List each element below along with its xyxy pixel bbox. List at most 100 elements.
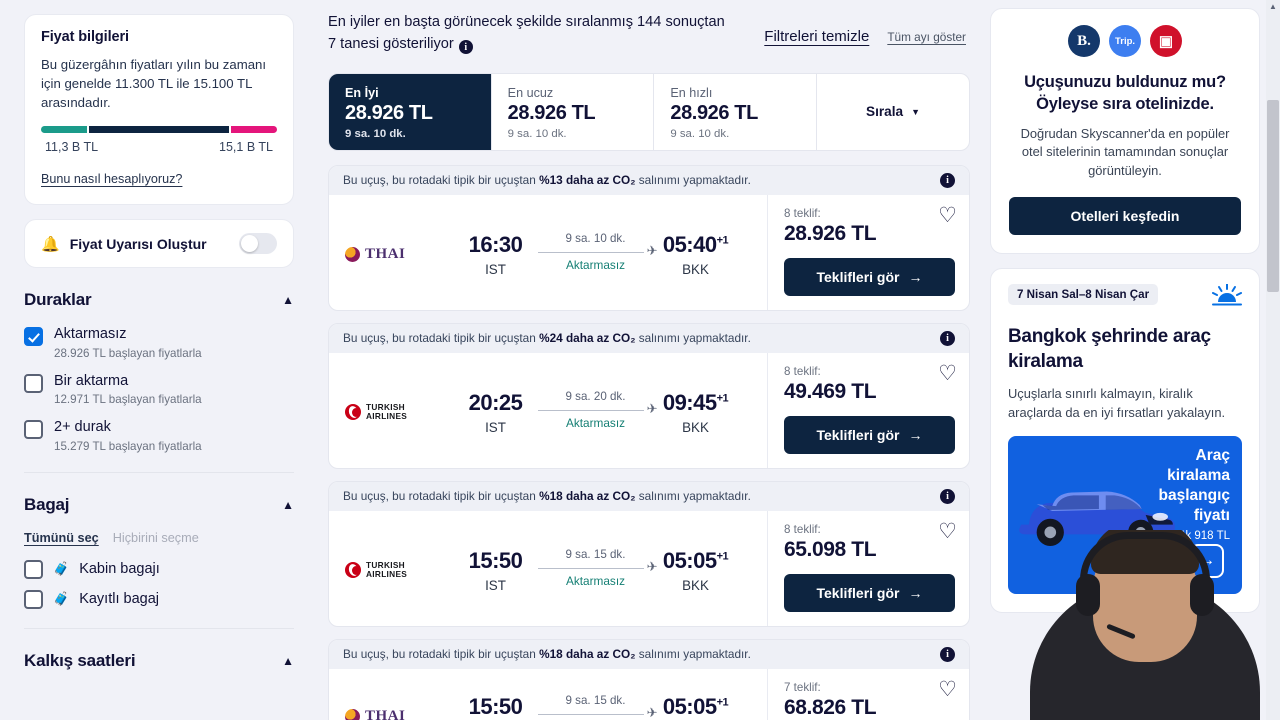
stops-option-direct[interactable]: Aktarmasız 28.926 TL başlayan fiyatlarla [24,326,294,360]
airline-logo-turkish: TURKISH AIRLINES [345,560,440,580]
baggage-select-none[interactable]: Hiçbirini seçme [112,530,199,545]
departure-times-header[interactable]: Kalkış saatleri ▲ [24,651,294,671]
hotel-promo-description: Doğrudan Skyscanner'da en popüler otel s… [1020,125,1230,178]
car-promo-date-chip: 7 Nisan Sal–8 Nisan Çar [1008,283,1159,305]
booking-logo-icon: B. [1068,25,1100,57]
sort-tabs: En İyi 28.926 TL 9 sa. 10 dk. En ucuz 28… [328,72,970,151]
departure-airport: IST [485,419,506,435]
eco-banner: Bu uçuş, bu rotadaki tipik bir uçuştan %… [329,481,969,511]
stops-option-two-plus[interactable]: 2+ durak 15.279 TL başlayan fiyatlarla [24,419,294,453]
flight-row: TURKISH AIRLINES 15:50 IST 9 sa. 15 dk. [345,548,751,593]
car-banner-line3: başlangıç [1158,486,1231,504]
scrollbar-thumb[interactable] [1267,100,1279,292]
flight-duration: 9 sa. 15 dk. [565,547,626,561]
price-range-labels: 11,3 B TL 15,1 B TL [41,140,277,154]
arrow-right-icon: → [908,584,923,601]
car-promo-top: 7 Nisan Sal–8 Nisan Çar [1008,282,1242,310]
flight-card[interactable]: Bu uçuş, bu rotadaki tipik bir uçuştan %… [328,638,970,720]
car-banner-arrow-right-icon[interactable]: → [1190,544,1224,579]
arrival-time-value: 05:05 [662,694,717,720]
scroll-up-arrow-icon[interactable]: ▲ [1269,2,1277,11]
baggage-select-all[interactable]: Tümünü seç [24,530,99,545]
baggage-filter-header[interactable]: Bagaj ▲ [24,495,294,515]
car-promo-description: Uçuşlarla sınırlı kalmayın, kiralık araç… [1008,385,1226,420]
flight-card[interactable]: Bu uçuş, bu rotadaki tipik bir uçuştan %… [328,480,970,627]
flight-left: TURKISH AIRLINES 20:25 IST 9 sa. 20 dk. [329,353,767,468]
price-alert-toggle[interactable] [239,233,277,255]
price-bar-low-segment [41,126,88,134]
stops-direct-sub: 28.926 TL başlayan fiyatlarla [54,346,202,360]
tab-best[interactable]: En İyi 28.926 TL 9 sa. 10 dk. [329,73,492,150]
stops-filter-section: Duraklar ▲ Aktarmasız 28.926 TL başlayan… [24,290,294,473]
info-icon[interactable]: i [458,40,473,55]
stops-one-stop-sub: 12.971 TL başlayan fiyatlarla [54,393,202,407]
eco-banner: Bu uçuş, bu rotadaki tipik bir uçuştan %… [329,165,969,195]
checkbox-direct[interactable] [24,327,43,347]
chevron-up-icon: ▲ [282,293,294,308]
flight-right: ♡ 7 teklif: 68.826 TL Teklifleri gör → [767,668,969,720]
car-rental-promo-card: 7 Nisan Sal–8 Nisan Çar [990,267,1260,614]
flight-times: 15:50 IST 9 sa. 15 dk. Aktarmasız 05:05+… [440,548,751,593]
baggage-option-checked[interactable]: 🧳 Kayıtlı bagaj [24,589,294,609]
flight-right: ♡ 8 teklif: 49.469 TL Teklifleri gör → [767,352,969,468]
eco-pre: Bu uçuş, bu rotadaki tipik bir uçuştan [343,331,540,346]
view-deals-label: Teklifleri gör [816,426,900,443]
bell-icon: 🔔 [41,235,60,253]
checkbox-one-stop[interactable] [24,373,43,393]
results-summary-line1: En iyiler en başta görünecek şekilde sır… [328,14,725,30]
tab-cheapest-label: En ucuz [507,85,554,100]
checkbox-cabin-bag[interactable] [24,559,43,579]
show-whole-month-link[interactable]: Tüm ayı göster [887,30,966,44]
offers-count: 8 teklif: [784,206,821,220]
baggage-checked-label: Kayıtlı bagaj [79,591,159,608]
favorite-heart-icon[interactable]: ♡ [938,519,957,543]
baggage-filter-section: Bagaj ▲ Tümünü seç Hiçbirini seçme 🧳 Kab… [24,495,294,629]
info-icon[interactable]: i [940,488,955,504]
stops-two-plus-label: 2+ durak [54,419,111,436]
eco-post: salınımı yapmaktadır. [635,173,751,188]
tab-cheapest[interactable]: En ucuz 28.926 TL 9 sa. 10 dk. [492,73,655,150]
arrival-day-offset: +1 [716,550,729,563]
departure-airport: IST [485,577,506,593]
info-icon[interactable]: i [940,646,955,662]
results-header: En iyiler en başta görünecek şekilde sır… [328,12,970,56]
stops-filter-header[interactable]: Duraklar ▲ [24,290,294,310]
view-deals-button[interactable]: Teklifleri gör → [784,573,955,612]
checkbox-two-plus[interactable] [24,420,43,440]
departure-time: 15:50 [468,694,523,720]
hotel-promo-title-line2: Öyleyse sıra otelinizde. [1036,95,1214,114]
baggage-option-cabin[interactable]: 🧳 Kabin bagajı [24,559,294,579]
flight-stops: Aktarmasız [566,257,625,272]
airline-name: THAI [365,708,406,720]
flight-times: 16:30 IST 9 sa. 10 dk. Aktarmasız 05:40+… [440,232,751,277]
arrow-right-icon: → [908,426,923,443]
flight-path-line [537,705,658,720]
tab-fastest[interactable]: En hızlı 28.926 TL 9 sa. 10 dk. [654,73,818,150]
checkbox-checked-bag[interactable] [24,589,43,609]
view-deals-button[interactable]: Teklifleri gör → [784,257,955,296]
stops-filter-title: Duraklar [24,290,92,310]
favorite-heart-icon[interactable]: ♡ [938,361,957,385]
view-deals-button[interactable]: Teklifleri gör → [784,415,955,454]
flight-row: THAI 15:50 IST 9 sa. 15 dk. [345,694,751,720]
info-icon[interactable]: i [940,330,955,346]
info-icon[interactable]: i [940,172,955,188]
stops-option-one-stop[interactable]: Bir aktarma 12.971 TL başlayan fiyatlarl… [24,373,294,406]
page-scrollbar[interactable]: ▲ [1266,0,1280,720]
flight-row: TURKISH AIRLINES 20:25 IST 9 sa. 20 dk. [345,390,751,435]
explore-hotels-button[interactable]: Otelleri keşfedin [1009,196,1241,235]
sort-dropdown[interactable]: Sırala ▼ [817,74,969,150]
favorite-heart-icon[interactable]: ♡ [938,203,957,227]
flight-card[interactable]: Bu uçuş, bu rotadaki tipik bir uçuştan %… [328,164,970,311]
airline-logo-turkish: TURKISH AIRLINES [345,402,440,422]
flight-card[interactable]: Bu uçuş, bu rotadaki tipik bir uçuştan %… [328,322,970,469]
arrival-day-offset: +1 [716,696,729,709]
favorite-heart-icon[interactable]: ♡ [938,677,957,701]
how-we-calculate-link[interactable]: Bunu nasıl hesaplıyoruz? [41,172,183,187]
clear-filters-link[interactable]: Filtreleri temizle [764,28,870,45]
departure-block: 15:50 IST [460,548,532,593]
caret-down-icon: ▼ [911,106,920,117]
eco-text: Bu uçuş, bu rotadaki tipik bir uçuştan %… [343,647,751,661]
car-promo-banner[interactable]: Araç kiralama başlangıç fiyatı günlük 91… [1008,436,1242,595]
tab-fastest-label: En hızlı [670,85,713,100]
